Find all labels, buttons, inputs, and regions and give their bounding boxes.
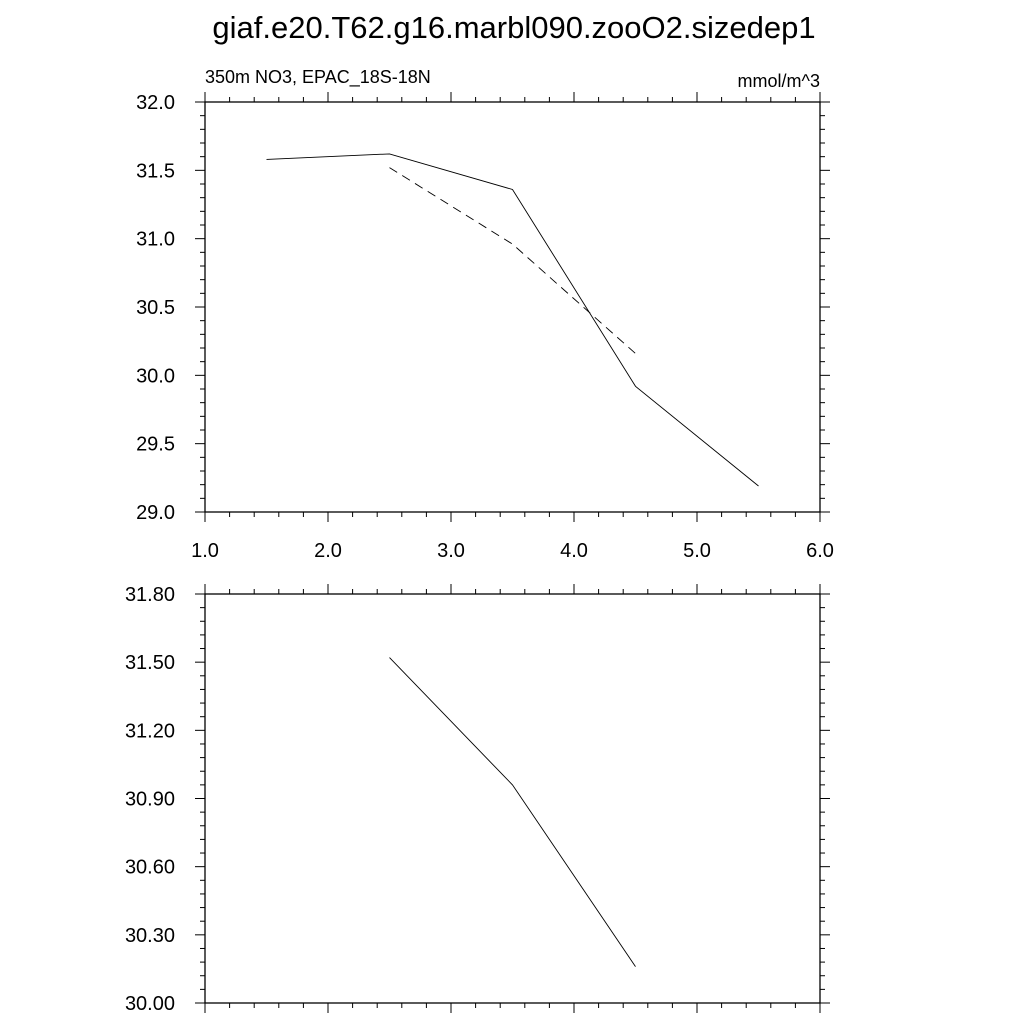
panel-1-frame: [204, 101, 821, 513]
figure-title: giaf.e20.T62.g16.marbl090.zooO2.sizedep1: [212, 10, 815, 45]
y-tick-label: 30.90: [125, 789, 175, 811]
y-tick-label: 30.30: [125, 925, 175, 947]
y-tick-label: 31.50: [125, 652, 175, 674]
y-tick-label: 31.20: [125, 720, 175, 742]
panel-2-series-1-line: [389, 657, 636, 967]
x-tick-label: 4.0: [560, 540, 588, 562]
y-tick-label: 30.00: [125, 993, 175, 1015]
panel-2: 30.00 30.30 30.60 30.90 31.20 31.50 31.80: [125, 584, 830, 1015]
panel-1-left-label: 350m NO3, EPAC_18S-18N: [205, 67, 431, 88]
y-tick-label: 30.0: [136, 365, 175, 387]
x-tick-label: 6.0: [806, 540, 834, 562]
panel-1: 29.0 29.5 30.0 30.5 31.0 31.5 32.0 1.0 2.0 3.0 4.0…: [136, 92, 834, 562]
y-tick-label: 29.5: [136, 434, 175, 456]
y-tick-label: 32.0: [136, 92, 175, 114]
x-tick-label: 5.0: [683, 540, 711, 562]
x-tick-label: 3.0: [437, 540, 465, 562]
y-tick-label: 30.60: [125, 857, 175, 879]
y-tick-label: 31.0: [136, 229, 175, 251]
panel-1-series-2-line: [389, 167, 636, 354]
x-tick-label: 2.0: [314, 540, 342, 562]
y-tick-label: 31.5: [136, 160, 175, 182]
panel-2-frame: [204, 593, 821, 1004]
y-tick-label: 31.80: [125, 584, 175, 606]
y-tick-label: 30.5: [136, 297, 175, 319]
panel-1-series-1-line: [266, 153, 759, 487]
x-tick-label: 1.0: [191, 540, 219, 562]
y-tick-label: 29.0: [136, 502, 175, 524]
panel-1-units-label: mmol/m^3: [738, 71, 820, 91]
